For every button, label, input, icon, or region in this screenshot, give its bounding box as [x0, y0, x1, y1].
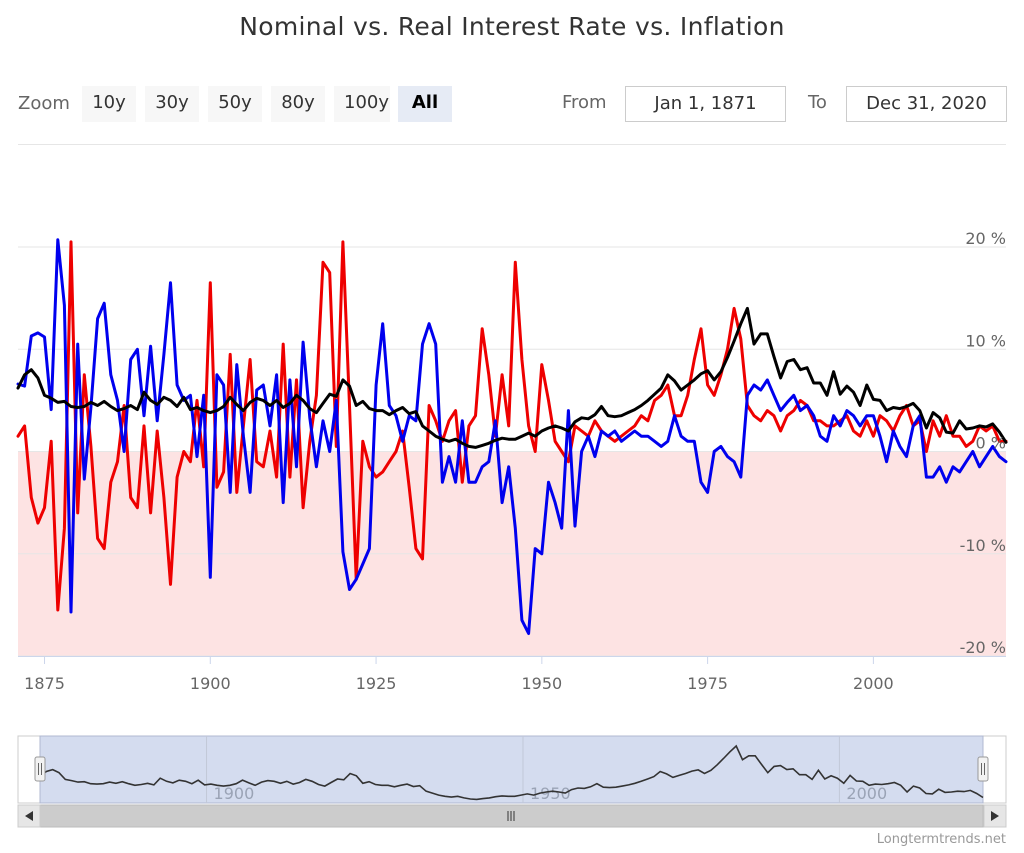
navigator-right-handle[interactable] — [977, 756, 989, 782]
zoom-50y-button[interactable]: 50y — [208, 86, 262, 122]
y-tick-label: 20 % — [965, 229, 1006, 248]
navigator-tick-label: 2000 — [846, 784, 887, 803]
to-date-input[interactable]: Dec 31, 2020 — [846, 86, 1007, 122]
chart-title: Nominal vs. Real Interest Rate vs. Infla… — [239, 12, 785, 41]
zoom-10y-button[interactable]: 10y — [82, 86, 136, 122]
navigator-grid: 1900 1950 2000 — [206, 736, 887, 803]
y-tick-label: -10 % — [960, 536, 1006, 555]
x-tick-label: 1975 — [687, 674, 728, 693]
x-tick-label: 1950 — [521, 674, 562, 693]
scrollbar[interactable] — [17, 804, 1007, 828]
zoom-all-button[interactable]: All — [398, 86, 452, 122]
arrow-right-icon — [991, 811, 999, 821]
zoom-100y-button[interactable]: 100y — [334, 86, 390, 122]
from-date-input[interactable]: Jan 1, 1871 — [625, 86, 786, 122]
series-line-nominal — [16, 306, 1008, 449]
from-label: From — [562, 92, 607, 113]
navigator-tick-label: 1900 — [214, 784, 255, 803]
x-tick-label: 2000 — [853, 674, 894, 693]
navigator-selected-range[interactable] — [39, 735, 984, 804]
x-tick-label: 1900 — [190, 674, 231, 693]
y-tick-label: 10 % — [965, 331, 1006, 350]
navigator-series-line — [39, 744, 984, 801]
y-axis-labels: 20 % 10 % 0 % -10 % -20 % — [960, 229, 1006, 657]
series-lines — [16, 238, 1008, 635]
y-tick-label: -20 % — [960, 638, 1006, 657]
zoom-label: Zoom — [18, 93, 70, 114]
y-tick-label: 0 % — [976, 434, 1006, 453]
to-label: To — [808, 92, 827, 113]
navigator-tick-label: 1950 — [530, 784, 571, 803]
zoom-30y-button[interactable]: 30y — [145, 86, 199, 122]
x-tick-label: 1875 — [24, 674, 65, 693]
navigator-left-handle[interactable] — [34, 756, 46, 782]
x-axis-labels: 1875 1900 1925 1950 1975 2000 — [24, 656, 894, 693]
zoom-80y-button[interactable]: 80y — [271, 86, 325, 122]
header-divider — [18, 144, 1006, 145]
credits-link[interactable]: Longtermtrends.net — [876, 832, 1006, 847]
x-tick-label: 1925 — [356, 674, 397, 693]
navigator-handles[interactable] — [34, 756, 989, 782]
arrow-left-icon — [25, 811, 33, 821]
